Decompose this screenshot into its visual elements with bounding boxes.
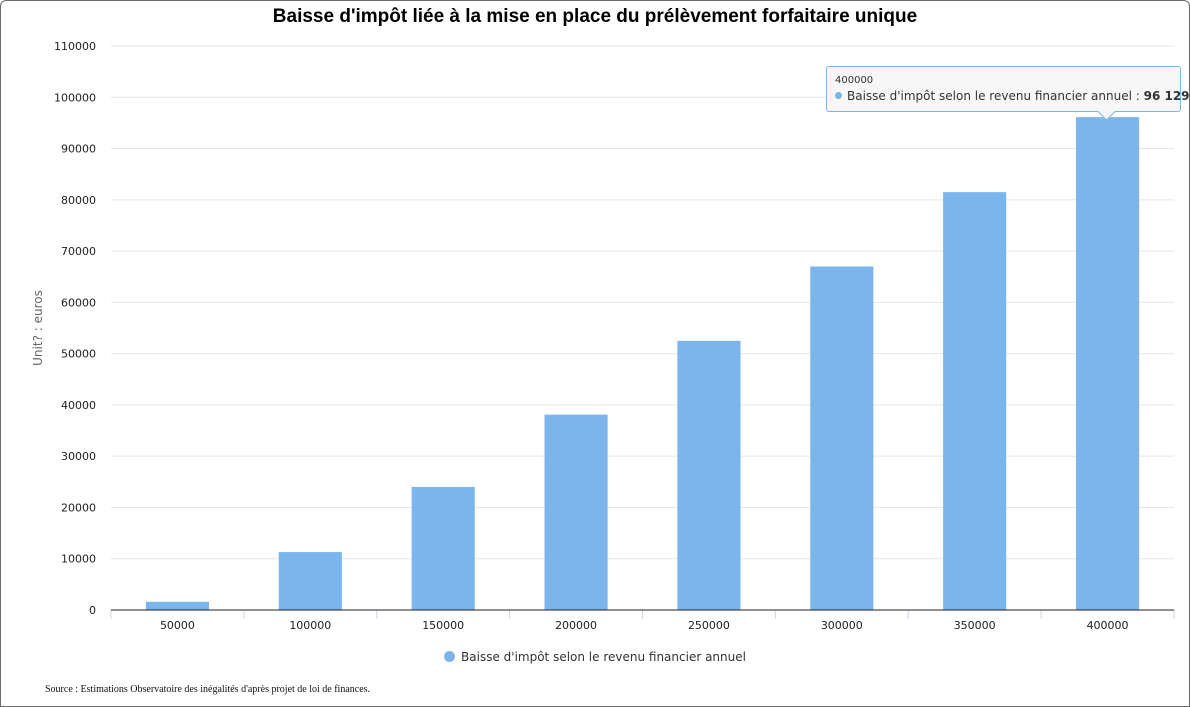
x-tick-label: 150000 — [422, 619, 464, 632]
x-tick-label: 200000 — [555, 619, 597, 632]
x-tick-labels: 50000 100000 150000 200000 250000 300000 35000… — [160, 619, 1129, 632]
y-tick-label: 70000 — [61, 245, 96, 258]
legend-item-label[interactable]: Baisse d'impôt selon le revenu financier… — [461, 650, 746, 664]
source-note: Source : Estimations Observatoire des in… — [45, 684, 371, 695]
bar-150000[interactable] — [411, 486, 475, 610]
tooltip-series-label: Baisse d'impôt selon le revenu financier… — [847, 89, 1144, 103]
bars — [145, 117, 1140, 611]
legend-marker — [444, 651, 456, 662]
tooltip-series-dot — [835, 92, 842, 99]
legend[interactable]: Baisse d'impôt selon le revenu financier… — [0, 650, 1190, 664]
x-tick-label: 300000 — [821, 619, 863, 632]
bar-400000[interactable] — [1076, 117, 1140, 611]
bar-300000[interactable] — [810, 266, 874, 610]
y-axis-label: Unit? : euros — [31, 290, 45, 366]
y-tick-label: 20000 — [61, 501, 96, 514]
x-tick-label: 400000 — [1087, 619, 1129, 632]
bar-250000[interactable] — [677, 340, 741, 610]
y-tick-label: 50000 — [61, 348, 96, 361]
x-tick-label: 250000 — [688, 619, 730, 632]
y-tick-label: 90000 — [61, 143, 96, 156]
tooltip-value: 96 129 — [1143, 89, 1190, 103]
x-tick-label: 350000 — [954, 619, 996, 632]
y-tick-label: 40000 — [61, 399, 96, 412]
y-tick-label: 100000 — [54, 91, 96, 104]
bar-50000[interactable] — [145, 601, 209, 610]
y-tick-labels: 0 10000 20000 30000 40000 50000 60000 70000 8000… — [54, 40, 96, 617]
data-tooltip: 400000 Baisse d'impôt selon le revenu fi… — [826, 66, 1190, 121]
chart-title: Baisse d'impôt liée à la mise en place d… — [272, 6, 918, 27]
y-tick-label: 110000 — [54, 40, 96, 53]
y-tick-label: 10000 — [61, 553, 96, 566]
x-tick-label: 50000 — [160, 619, 195, 632]
y-tick-label: 80000 — [61, 194, 96, 207]
y-tick-label: 60000 — [61, 296, 96, 309]
axes — [110, 609, 1175, 619]
bar-100000[interactable] — [278, 552, 342, 610]
bar-350000[interactable] — [943, 192, 1007, 611]
gridlines — [111, 45, 1174, 560]
tooltip-row: Baisse d'impôt selon le revenu financier… — [835, 88, 1190, 104]
tooltip-category: 400000 — [835, 75, 874, 86]
bar-200000[interactable] — [544, 414, 608, 610]
y-tick-label: 0 — [89, 604, 96, 617]
y-tick-label: 30000 — [61, 450, 96, 463]
x-tick-label: 100000 — [289, 619, 331, 632]
